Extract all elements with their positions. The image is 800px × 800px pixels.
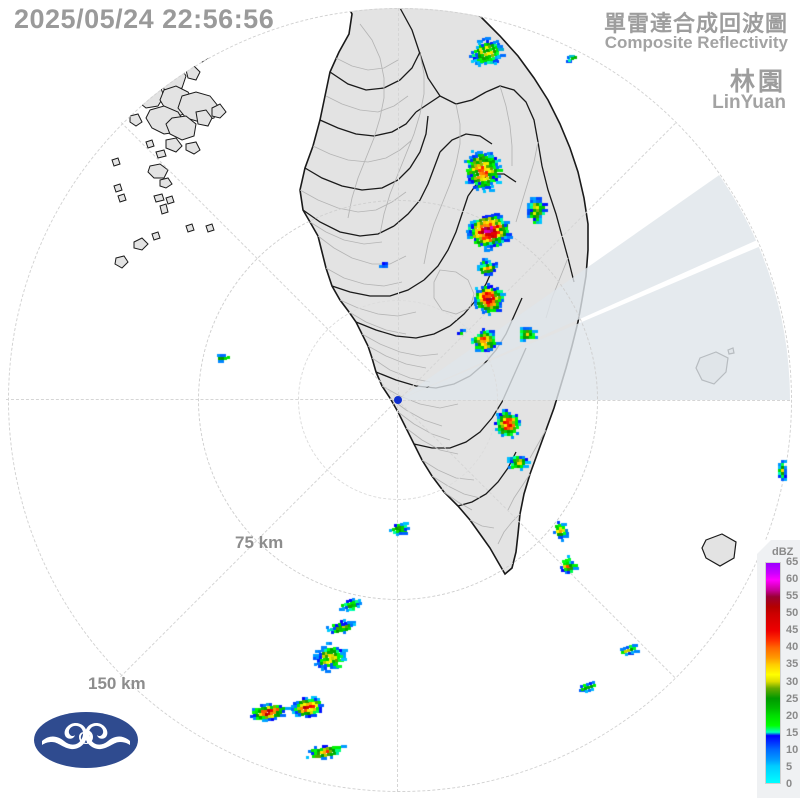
colorbar-tick-10: 10 (786, 743, 799, 756)
radar-site-marker (394, 396, 402, 404)
product-title-zh: 單雷達合成回波圖 (603, 11, 788, 36)
colorbar-tick-65: 65 (786, 556, 799, 568)
cwa-logo (34, 712, 138, 768)
colorbar-tick-15: 15 (786, 726, 799, 739)
colorbar-tick-60: 60 (786, 573, 799, 586)
colorbar-unit-label: dBZ (772, 546, 794, 558)
colorbar-tick-40: 40 (786, 641, 799, 654)
colorbar-tick-45: 45 (786, 624, 799, 637)
colorbar-tick-55: 55 (786, 590, 799, 603)
radar-site-name-zh: 林園 (729, 68, 786, 96)
colorbar-tick-25: 25 (786, 692, 799, 705)
logo-wind-swirls (42, 723, 130, 750)
colorbar-tick-35: 35 (786, 658, 799, 671)
colorbar-tick-5: 5 (786, 760, 793, 773)
colorbar-gradient (765, 562, 781, 784)
colorbar-tick-50: 50 (786, 607, 799, 620)
timestamp-label: 2025/05/24 22:56:56 (14, 4, 275, 34)
range-label-150km: 150 km (88, 674, 146, 693)
colorbar-tick-30: 30 (786, 675, 799, 688)
range-label-75km: 75 km (235, 533, 284, 552)
logo-ellipse (34, 712, 138, 768)
product-title-en: Composite Reflectivity (604, 33, 788, 52)
colorbar-tick-20: 20 (786, 709, 799, 722)
radar-site-name-en: LinYuan (712, 92, 786, 113)
colorbar-tick-0: 0 (786, 778, 793, 790)
